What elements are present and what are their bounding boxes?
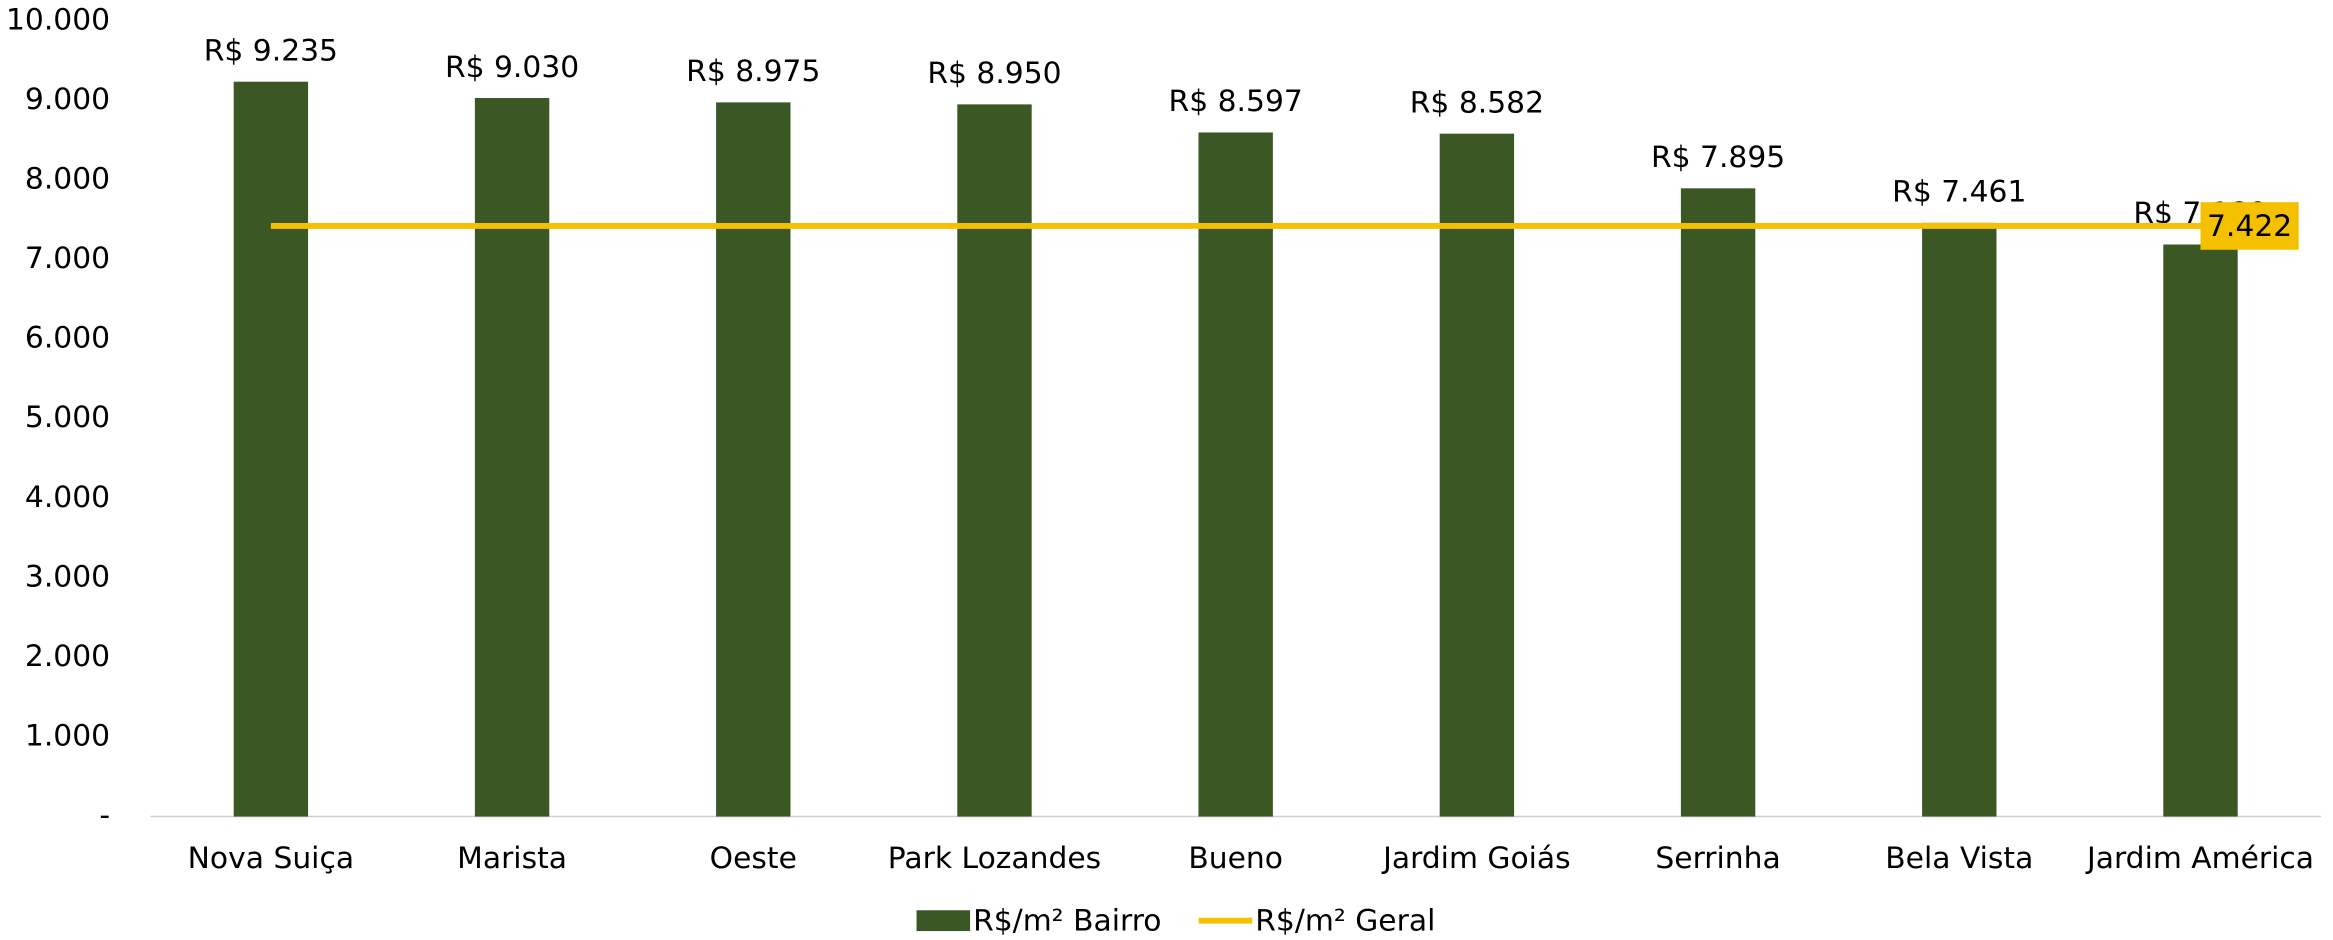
y-tick-label: 4.000 xyxy=(25,480,110,515)
bar xyxy=(1439,133,1515,817)
legend-swatch xyxy=(916,910,971,932)
x-tick-label: Jardim América xyxy=(2085,841,2314,876)
y-tick-label: 5.000 xyxy=(25,400,110,435)
data-label: R$ 8.597 xyxy=(1169,84,1303,119)
data-label-box xyxy=(2200,202,2299,250)
data-label: R$ 9.030 xyxy=(445,50,579,85)
x-tick-label: Jardim Goiás xyxy=(1381,841,1571,876)
bar xyxy=(1680,188,1756,817)
data-label: R$ 9.235 xyxy=(204,33,338,68)
bar xyxy=(957,104,1032,817)
data-label: R$ 7.461 xyxy=(1892,175,2026,210)
bar xyxy=(716,102,791,817)
data-label: 7.422 xyxy=(2207,209,2292,244)
legend-label: R$/m² Bairro xyxy=(973,904,1161,939)
y-tick-label: 1.000 xyxy=(25,718,110,753)
bar xyxy=(2163,244,2238,817)
x-tick-label: Serrinha xyxy=(1655,841,1780,876)
y-tick-label: 6.000 xyxy=(25,321,110,356)
bar xyxy=(233,81,309,817)
y-tick-label: - xyxy=(99,798,110,833)
bar xyxy=(1922,222,1997,817)
data-label: R$ 8.950 xyxy=(927,56,1061,91)
bar xyxy=(474,98,550,817)
x-tick-label: Bela Vista xyxy=(1885,841,2033,876)
y-tick-label: 3.000 xyxy=(25,559,110,594)
x-tick-label: Marista xyxy=(457,841,567,876)
x-tick-label: Oeste xyxy=(710,841,797,876)
data-label: R$ 7.895 xyxy=(1651,140,1785,175)
bar xyxy=(1198,132,1273,817)
data-label: R$ 8.582 xyxy=(1410,85,1544,120)
y-tick-label: 7.000 xyxy=(25,241,110,276)
x-tick-label: Park Lozandes xyxy=(888,841,1101,876)
y-tick-label: 8.000 xyxy=(25,161,110,196)
y-tick-label: 10.000 xyxy=(6,2,110,37)
y-tick-label: 2.000 xyxy=(25,639,110,674)
x-tick-label: Nova Suiça xyxy=(188,841,354,876)
y-tick-label: 9.000 xyxy=(25,82,110,117)
data-label: R$ 8.975 xyxy=(686,54,820,89)
x-tick-label: Bueno xyxy=(1188,841,1283,876)
legend-label: R$/m² Geral xyxy=(1255,904,1435,939)
